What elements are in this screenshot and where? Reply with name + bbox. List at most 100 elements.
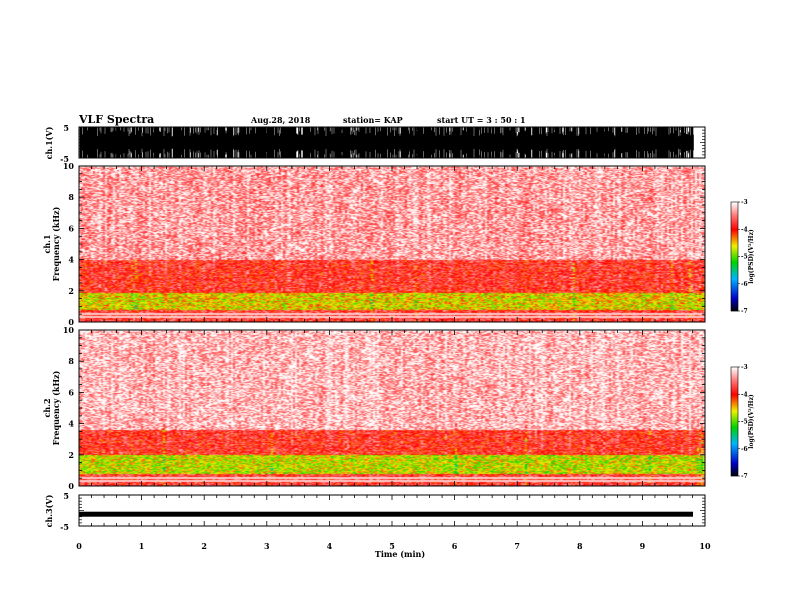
colorbar-segment: [731, 379, 738, 381]
station-label: station= KAP: [343, 115, 403, 125]
ch3-ylabel: ch.3(V): [44, 494, 54, 527]
colorbar-segment: [731, 277, 738, 279]
time-axis-tick-labels: 0 1 2 3 4 5 6 7 8 9 10: [76, 541, 711, 551]
colorbar-segment: [731, 208, 738, 210]
colorbar-segment: [731, 275, 738, 277]
colorbar-segment: [731, 209, 738, 211]
colorbar-segment: [731, 424, 738, 426]
colorbar-segment: [731, 446, 738, 448]
colorbar-segment: [731, 385, 738, 387]
freq-tick-label: 8: [68, 192, 74, 202]
colorbar-segment: [731, 434, 738, 436]
ch1-waveform-line: [79, 127, 694, 158]
colorbar-segment: [731, 422, 738, 424]
colorbar-segment: [731, 402, 738, 404]
colorbar-segment: [731, 233, 738, 235]
colorbar-segment: [731, 290, 738, 292]
ch3-ytick-bottom: -5: [60, 522, 69, 532]
colorbar-segment: [731, 279, 738, 281]
colorbar-segment: [731, 218, 738, 220]
colorbar-segment: [731, 461, 738, 463]
colorbar-segment: [731, 368, 738, 370]
colorbar-segment: [731, 249, 738, 251]
time-tick-label: 7: [514, 541, 520, 551]
colorbar-segment: [731, 388, 738, 390]
freq-tick-label: 10: [63, 161, 75, 171]
ch1-spectrogram-panel: 0 2 4 6 8 10 ch.1 Frequency (kHz): [42, 161, 706, 327]
colorbar-segment: [731, 423, 738, 425]
colorbar-segment: [731, 472, 738, 474]
colorbar-segment: [731, 470, 738, 472]
colorbar-segment: [731, 411, 738, 413]
colorbar-segment: [731, 429, 738, 431]
colorbar-segment: [731, 412, 738, 414]
colorbar-segment: [731, 262, 738, 264]
time-tick-label: 2: [201, 541, 207, 551]
colorbar-segment: [731, 273, 738, 275]
colorbar-segment: [731, 409, 738, 411]
colorbar-segment: [731, 404, 738, 406]
freq-tick-label: 0: [68, 481, 74, 491]
colorbar-segment: [731, 418, 738, 420]
colorbar-segment: [731, 367, 738, 369]
colorbar-segment: [731, 432, 738, 434]
colorbar-segment: [731, 205, 738, 207]
freq-tick-label: 4: [68, 419, 74, 429]
colorbar-segment: [731, 238, 738, 240]
colorbar-tick-label: -4: [741, 391, 748, 398]
colorbar-segment: [731, 266, 738, 268]
colorbar-segment: [731, 295, 738, 297]
ch1-ytick-top: 5: [63, 123, 69, 133]
time-axis-label: Time (min): [375, 549, 425, 559]
colorbar-segment: [731, 243, 738, 245]
colorbar-tick-label: -7: [741, 473, 748, 480]
colorbar-segment: [731, 216, 738, 218]
colorbar-segment: [731, 291, 738, 293]
colorbar-segment: [731, 305, 738, 307]
colorbar-segment: [731, 257, 738, 259]
colorbar-segment: [731, 475, 738, 477]
colorbar-segment: [731, 235, 738, 237]
colorbar-segment: [731, 426, 738, 428]
colorbar-segment: [731, 386, 738, 388]
ch1-colorbar: -3 -4 -5 -6 -7 log(PSD)(V²/Hz): [730, 199, 755, 315]
colorbar-segment: [731, 210, 738, 212]
colorbar-segment: [731, 300, 738, 302]
colorbar-tick-label: -5: [741, 419, 748, 426]
colorbar-segment: [731, 203, 738, 205]
time-tick-label: 4: [327, 541, 333, 551]
colorbar-segment: [731, 387, 738, 389]
colorbar-segment: [731, 215, 738, 217]
colorbar-segment: [731, 289, 738, 291]
time-tick-label: 5: [389, 541, 395, 551]
colorbar-segment: [731, 310, 738, 312]
ch1-ylabel-frequency: Frequency (kHz): [51, 206, 61, 281]
colorbar-tick-label: -3: [741, 364, 748, 371]
colorbar-segment: [731, 466, 738, 468]
colorbar-segment: [731, 371, 738, 373]
colorbar-segment: [731, 398, 738, 400]
colorbar-segment: [731, 223, 738, 225]
colorbar-segment: [731, 244, 738, 246]
colorbar-segment: [731, 226, 738, 228]
colorbar-segment: [731, 460, 738, 462]
time-tick-label: 6: [452, 541, 458, 551]
freq-tick-label: 6: [68, 387, 74, 397]
time-axis-ticks: [78, 127, 706, 526]
colorbar-segment: [731, 213, 738, 215]
colorbar-segment: [731, 270, 738, 272]
ch3-waveform-panel: 5 -5 ch.3(V): [44, 491, 706, 532]
ch1-waveform-trace: [79, 127, 694, 158]
colorbar-segment: [731, 283, 738, 285]
freq-tick-label: 8: [68, 356, 74, 366]
colorbar-segment: [731, 254, 738, 256]
time-tick-label: 3: [264, 541, 270, 551]
colorbar-segment: [731, 246, 738, 248]
colorbar-segment: [731, 207, 738, 209]
time-tick-label: 0: [76, 541, 82, 551]
colorbar-segment: [731, 309, 738, 311]
colorbar-segment: [731, 227, 738, 229]
colorbar-segment: [731, 293, 738, 295]
colorbar-segment: [731, 240, 738, 242]
colorbar-segment: [731, 247, 738, 249]
